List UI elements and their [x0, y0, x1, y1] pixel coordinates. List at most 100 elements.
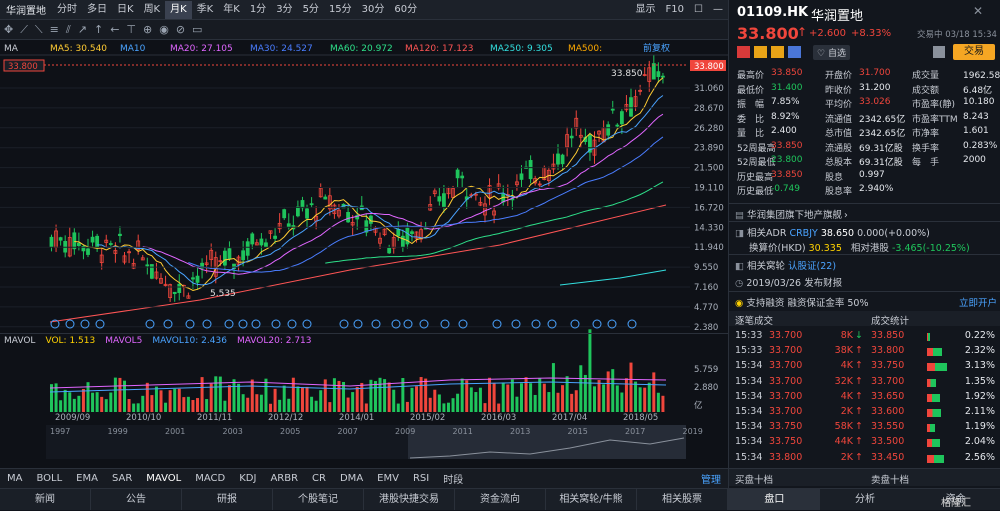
event-marker-icon[interactable]: [607, 319, 617, 329]
event-marker-icon[interactable]: [339, 319, 349, 329]
display-dropdown[interactable]: 显示: [635, 3, 656, 15]
kline-chart[interactable]: MA MA5: 30.540 MA10 MA20: 27.105 MA30: 2…: [0, 40, 728, 468]
event-marker-icon[interactable]: [371, 319, 381, 329]
tab-period-9[interactable]: 5分: [302, 3, 319, 15]
indicator-kdj[interactable]: KDJ: [239, 473, 257, 484]
nav-news[interactable]: 新闻: [0, 489, 91, 510]
nav-capital-flow[interactable]: 资金流向: [455, 489, 546, 510]
nav-warrants[interactable]: 相关窝轮/牛熊: [546, 489, 637, 510]
event-marker-icon[interactable]: [80, 319, 90, 329]
event-marker-icon[interactable]: [302, 319, 312, 329]
nav-notes[interactable]: 个股笔记: [273, 489, 364, 510]
tab-period-11[interactable]: 30分: [361, 3, 385, 15]
lock-icon[interactable]: ⊘: [175, 23, 186, 36]
indicator-arbr[interactable]: ARBR: [270, 473, 299, 484]
event-marker-icon[interactable]: [458, 319, 468, 329]
event-marker-icon[interactable]: [492, 319, 502, 329]
event-marker-icon[interactable]: [238, 319, 248, 329]
indicator-ema[interactable]: EMA: [76, 473, 98, 484]
indicator-mavol[interactable]: MAVOL: [146, 473, 182, 484]
range-selection[interactable]: [408, 425, 686, 459]
user-icon[interactable]: [933, 46, 945, 58]
event-marker-icon[interactable]: [511, 319, 521, 329]
indicator-cr[interactable]: CR: [312, 473, 326, 484]
kline-chart-area[interactable]: MA MA5: 30.540 MA10 MA20: 27.105 MA30: 2…: [0, 40, 728, 468]
adr-row[interactable]: ◨ 相关ADR CRBJY 38.650 0.000(+0.00%): [735, 225, 930, 239]
event-marker-icon[interactable]: [403, 319, 413, 329]
close-icon[interactable]: ✕: [973, 4, 984, 18]
event-marker-icon[interactable]: [95, 319, 105, 329]
event-marker-icon[interactable]: [440, 319, 450, 329]
nav-quick-trade[interactable]: 港股快捷交易: [364, 489, 455, 510]
fib-tool-icon[interactable]: ≡: [49, 23, 59, 36]
nav-research[interactable]: 研报: [182, 489, 273, 510]
tab-period-0[interactable]: 分时: [57, 3, 77, 15]
eye-icon[interactable]: ◉: [159, 23, 169, 36]
event-marker-icon[interactable]: [547, 319, 557, 329]
indicator-boll[interactable]: BOLL: [36, 473, 63, 484]
event-marker-icon[interactable]: [627, 319, 637, 329]
buy-depth-tab[interactable]: 买盘十档: [735, 475, 774, 486]
manage-button[interactable]: 管理: [701, 475, 721, 486]
event-marker-icon[interactable]: [185, 319, 195, 329]
checkbox-icon[interactable]: ☐: [694, 3, 703, 15]
event-marker-icon[interactable]: [287, 319, 297, 329]
adjust-toggle[interactable]: 前复权: [643, 42, 670, 54]
f10-button[interactable]: F10: [665, 3, 685, 15]
warrant-link[interactable]: 认股证(22): [788, 261, 837, 272]
event-marker-icon[interactable]: [251, 319, 261, 329]
sell-depth-tab[interactable]: 卖盘十档: [871, 475, 910, 486]
back-icon[interactable]: ←: [110, 23, 120, 36]
tab-period-7[interactable]: 1分: [249, 3, 267, 15]
tab-period-2[interactable]: 日K: [117, 3, 134, 15]
event-marker-icon[interactable]: [391, 319, 401, 329]
tab-period-4[interactable]: 月K: [165, 0, 192, 19]
event-marker-icon[interactable]: [419, 319, 429, 329]
event-marker-icon[interactable]: [570, 319, 580, 329]
indicator-sar[interactable]: SAR: [111, 473, 133, 484]
event-marker-icon[interactable]: [145, 319, 155, 329]
stats-title[interactable]: 成交统计: [871, 316, 910, 327]
indicator-emv[interactable]: EMV: [377, 473, 399, 484]
trade-button[interactable]: 交易: [953, 44, 995, 60]
channel-tool-icon[interactable]: ⫽: [65, 22, 71, 36]
trend-tool-icon[interactable]: ⟍: [34, 22, 43, 36]
minimize-icon[interactable]: —: [713, 3, 723, 15]
nav-related-stocks[interactable]: 相关股票: [637, 489, 728, 510]
open-account-link[interactable]: 立即开户: [959, 298, 998, 309]
event-marker-icon[interactable]: [531, 319, 541, 329]
trades-title[interactable]: 逐笔成交: [735, 316, 774, 327]
event-marker-icon[interactable]: [224, 319, 234, 329]
tab-period-10[interactable]: 15分: [328, 3, 352, 15]
tab-capital[interactable]: 资金: [945, 494, 966, 505]
add-watchlist-button[interactable]: ♡ 自选: [813, 45, 850, 60]
event-marker-icon[interactable]: [65, 319, 75, 329]
indicator-dma[interactable]: DMA: [339, 473, 364, 484]
zoom-in-icon[interactable]: ⊕: [143, 23, 153, 36]
nav-announcements[interactable]: 公告: [91, 489, 182, 510]
tab-period-8[interactable]: 3分: [276, 3, 293, 15]
cursor-icon[interactable]: ✥: [4, 23, 14, 36]
tab-orderbook[interactable]: 盘口: [729, 489, 820, 510]
tab-period-5[interactable]: 季K: [196, 3, 214, 15]
warrant-row[interactable]: ◧ 相关窝轮 认股证(22): [735, 258, 836, 272]
event-row[interactable]: ◷ 2019/03/26 发布财报: [735, 275, 842, 289]
event-marker-icon[interactable]: [353, 319, 363, 329]
event-marker-icon[interactable]: [271, 319, 281, 329]
event-marker-icon[interactable]: [163, 319, 173, 329]
indicator-macd[interactable]: MACD: [195, 473, 226, 484]
tab-analysis[interactable]: 分析: [855, 494, 875, 505]
event-marker-icon[interactable]: [50, 319, 60, 329]
indicator-period[interactable]: 时段: [443, 475, 464, 486]
indicator-ma[interactable]: MA: [7, 473, 23, 484]
ray-tool-icon[interactable]: ↗: [77, 23, 87, 36]
tab-period-3[interactable]: 周K: [143, 3, 161, 15]
tab-period-6[interactable]: 年K: [223, 3, 240, 15]
line-tool-icon[interactable]: ⟋: [20, 22, 28, 36]
event-marker-icon[interactable]: [202, 319, 212, 329]
event-marker-icon[interactable]: [592, 319, 602, 329]
tab-period-1[interactable]: 多日: [87, 3, 107, 15]
sector-row[interactable]: ▤ 华润集团旗下地产旗舰 ›: [735, 207, 848, 221]
indicator-rsi[interactable]: RSI: [412, 473, 430, 484]
text-tool-icon[interactable]: ⊤: [126, 23, 136, 36]
